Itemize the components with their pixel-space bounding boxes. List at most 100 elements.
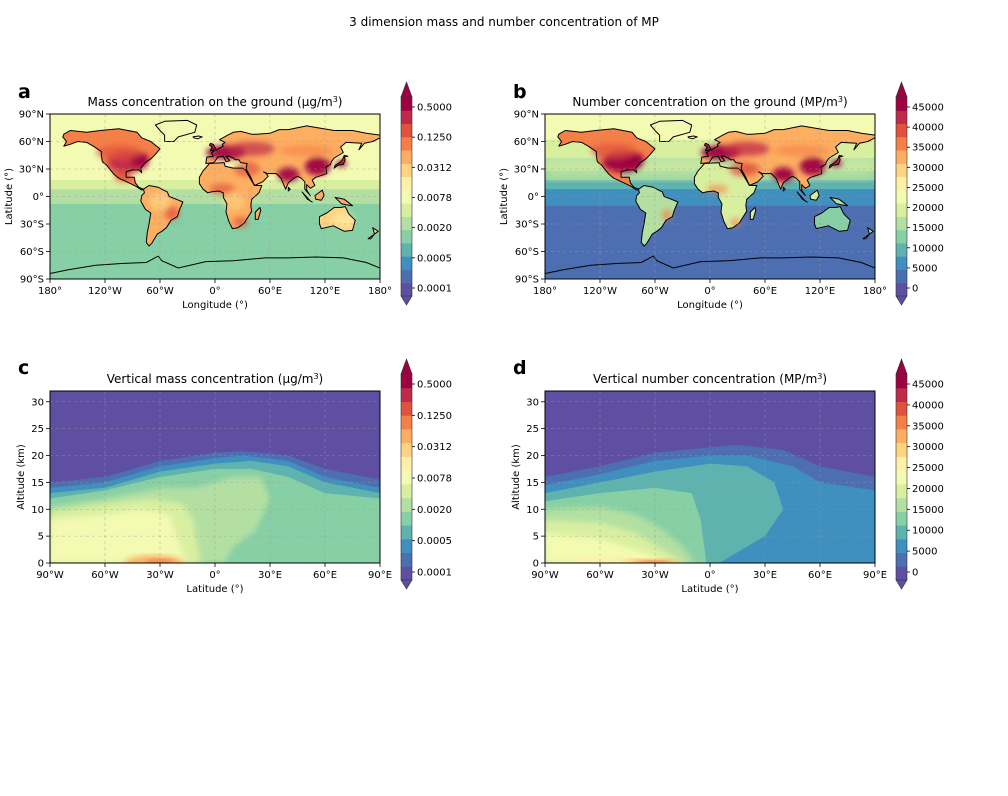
coastline-md (749, 207, 757, 220)
colorbar-segment (896, 163, 907, 178)
x-tick-label: 90°W (531, 570, 559, 581)
colorbar-segment (401, 229, 412, 244)
x-tick-label: 30°W (641, 570, 669, 581)
colorbar-tick-label: 35000 (912, 421, 944, 432)
hotspot (279, 145, 335, 157)
coastline-sa (140, 185, 184, 247)
hotspot (277, 167, 300, 182)
land-nz (863, 227, 874, 239)
hotspot (228, 141, 275, 157)
coastline-gl (154, 119, 198, 142)
colorbar-segment (896, 511, 907, 526)
colorbar-extend-top (895, 81, 908, 98)
colorbar-segment (896, 428, 907, 444)
land-md (255, 207, 261, 220)
colorbar-segment (896, 387, 907, 402)
coastline-uk (209, 142, 217, 152)
y-tick-label: 30 (526, 397, 539, 408)
y-axis-label: Latitude (°) (499, 168, 510, 225)
hotspot (730, 217, 742, 227)
heatmap-field (545, 114, 875, 279)
concentration-level (50, 509, 380, 563)
colorbar-tick-label: 30000 (912, 163, 944, 174)
colorbar-segment (401, 442, 412, 457)
colorbar-segment (401, 242, 412, 257)
coastline-au (814, 206, 851, 232)
colorbar-segment (896, 497, 907, 512)
x-tick-label: 180° (533, 286, 557, 297)
colorbar-tick-label: 40000 (912, 123, 944, 134)
panel-letter: a (18, 81, 31, 103)
coastline-jp (333, 154, 349, 169)
colorbar-segment (401, 216, 412, 231)
colorbar-tick-label: 45000 (912, 380, 944, 391)
x-axis-label: Latitude (°) (681, 584, 738, 595)
colorbar-segment (401, 269, 412, 284)
coastline-jp (828, 154, 844, 169)
y-tick-label: 90°N (514, 110, 539, 121)
coastline-nz (367, 227, 379, 240)
hotspot (772, 167, 795, 182)
hotspot (95, 145, 142, 160)
colorbar-segment (896, 282, 907, 297)
land-pg (830, 197, 848, 206)
colorbar-frame (400, 96, 413, 297)
colorbar-extend-top (400, 358, 413, 375)
colorbar-segment (896, 189, 907, 204)
hotspot (233, 216, 249, 228)
y-tick-label: 30 (31, 397, 44, 408)
colorbar-segment (896, 401, 907, 416)
y-tick-label: 60°N (19, 137, 44, 148)
colorbar-segment (401, 511, 412, 526)
land-gl (650, 120, 692, 142)
x-tick-label: 180° (863, 286, 887, 297)
x-tick-label: 30°E (258, 570, 282, 581)
colorbar-segment (401, 203, 412, 217)
colorbar-tick-label: 15000 (912, 505, 944, 516)
y-tick-label: 30°S (20, 220, 44, 231)
panel-letter: c (18, 357, 29, 379)
y-tick-label: 5 (38, 532, 44, 543)
coastlines (545, 119, 875, 279)
colorbar-segment (401, 136, 412, 151)
coastline-pg (829, 196, 848, 207)
colorbar-tick-label: 30000 (912, 442, 944, 453)
x-tick-label: 0° (704, 570, 715, 581)
y-tick-label: 20 (526, 451, 539, 462)
colorbar-segment (401, 415, 412, 430)
colorbar-tick-label: 0.1250 (417, 133, 452, 144)
x-tick-label: 90°E (863, 570, 887, 581)
panel-a: 180° 120°W 60°W 0° 60°E 120°E 180° 90°N 60°N 30°N… (4, 81, 452, 311)
colorbar-tick-label: 0.0312 (417, 163, 452, 174)
coastline-bo (314, 189, 325, 201)
coastline-na (62, 128, 161, 191)
hotspot (332, 212, 355, 227)
colorbar-segment (401, 282, 412, 297)
y-tick-label: 30°N (19, 165, 44, 176)
coastline-antarctica (545, 255, 875, 279)
x-tick-label: 120°E (805, 286, 835, 297)
colorbar-segment (401, 189, 412, 204)
colorbar-segment (896, 176, 907, 191)
colorbar-tick-label: 0.5000 (417, 380, 452, 391)
y-tick-label: 15 (31, 478, 44, 489)
coastline-ic (687, 135, 698, 140)
colorbar-segment (401, 470, 412, 485)
coastline-sl (782, 186, 786, 192)
colorbar-segment (401, 552, 412, 567)
hotspot (234, 161, 260, 177)
colorbar-tick-label: 0.5000 (417, 103, 452, 114)
colorbar-segment (401, 387, 412, 402)
colorbar-tick-label: 0.0005 (417, 253, 452, 264)
colorbar-segment (896, 242, 907, 257)
colorbar-tick-label: 10000 (912, 243, 944, 254)
colorbar-segment (896, 256, 907, 270)
colorbar-tick-label: 0.0312 (417, 442, 452, 453)
panel-d: 90°W 60°W 30°W 0° 30°E 60°E 90°E 30 25 20 15 10 5 0 La… (511, 357, 944, 595)
colorbar-extend-top (895, 358, 908, 375)
hotspot (723, 141, 770, 157)
coastline-sa (635, 185, 679, 247)
coastline-af (198, 162, 263, 230)
